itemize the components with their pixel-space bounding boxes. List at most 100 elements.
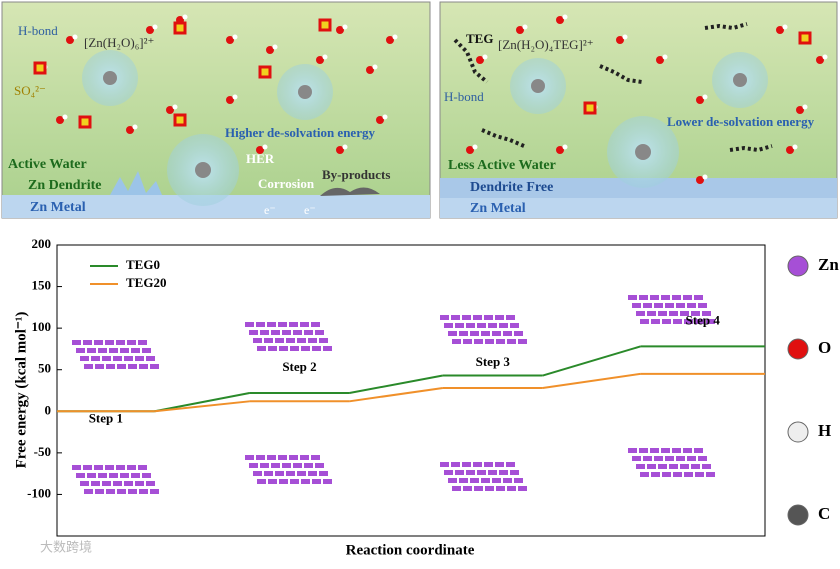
zn-slab xyxy=(311,322,320,327)
zn-slab xyxy=(113,481,122,486)
zn-slab xyxy=(680,311,689,316)
zn-slab xyxy=(84,364,93,369)
zn-slab xyxy=(459,478,468,483)
zn-slab xyxy=(138,465,147,470)
zn-slab xyxy=(470,331,479,336)
legend-label: TEG20 xyxy=(126,275,166,290)
zn-slab xyxy=(105,465,114,470)
zn-slab xyxy=(484,462,493,467)
water-h xyxy=(342,144,348,150)
zn-slab xyxy=(694,448,703,453)
atom-label: C xyxy=(818,504,830,523)
label: Dendrite Free xyxy=(470,180,553,195)
zn-slab xyxy=(278,455,287,460)
label: H-bond xyxy=(444,89,484,104)
zn-slab xyxy=(131,348,140,353)
zn-slab xyxy=(76,348,85,353)
zn-slab xyxy=(142,348,151,353)
zn-slab xyxy=(506,462,515,467)
zn-slab xyxy=(495,462,504,467)
right-panel: TEG [Zn(H₂O)₄TEG]²⁺ H-bond Lower de-solv… xyxy=(439,1,838,219)
label: Corrosion xyxy=(258,176,315,191)
zn-slab xyxy=(257,346,266,351)
zn-slab xyxy=(98,348,107,353)
water-h xyxy=(482,54,488,60)
zn-slab xyxy=(286,471,295,476)
water-h xyxy=(152,24,158,30)
zn-slab xyxy=(76,473,85,478)
water-h xyxy=(392,34,398,40)
zn-slab xyxy=(94,340,103,345)
chart: Free energy (kcal mol⁻¹) Reaction coordi… xyxy=(13,236,766,558)
water-h xyxy=(382,114,388,120)
zn-slab xyxy=(452,339,461,344)
label: HER xyxy=(246,151,275,166)
zn-slab xyxy=(308,338,317,343)
label: Less Active Water xyxy=(448,158,556,173)
zn-slab xyxy=(312,479,321,484)
zn-slab xyxy=(470,478,479,483)
water-o xyxy=(616,36,624,44)
zn-slab xyxy=(507,486,516,491)
zn-slab xyxy=(271,463,280,468)
zn-slab xyxy=(139,489,148,494)
zn-slab xyxy=(286,338,295,343)
y-axis-title: Free energy (kcal mol⁻¹) xyxy=(13,312,29,469)
zn-slab xyxy=(481,331,490,336)
sulfate xyxy=(258,65,272,79)
zn-slab xyxy=(116,465,125,470)
zn-slab xyxy=(128,364,137,369)
zn-slab xyxy=(451,462,460,467)
zn-ion xyxy=(298,85,312,99)
zn-slab xyxy=(138,340,147,345)
step-label: Step 3 xyxy=(476,354,511,369)
water-o xyxy=(556,16,564,24)
zn-slab xyxy=(127,340,136,345)
zn-slab xyxy=(518,486,527,491)
zn-slab xyxy=(503,331,512,336)
zn-slab xyxy=(106,489,115,494)
water-h xyxy=(342,24,348,30)
atom-icon xyxy=(787,504,809,526)
zn-slab xyxy=(301,479,310,484)
water-h xyxy=(662,54,668,60)
water-h xyxy=(622,34,628,40)
label: [Zn(H₂O)₆]²⁺ xyxy=(84,35,154,50)
zn-ion xyxy=(635,144,651,160)
zn-slab xyxy=(150,489,159,494)
zn-slab xyxy=(282,463,291,468)
zn-slab xyxy=(673,319,682,324)
water-h xyxy=(232,34,238,40)
zn-slab xyxy=(102,481,111,486)
zn-slab xyxy=(256,322,265,327)
label: TEG xyxy=(466,31,493,46)
zn-slab xyxy=(87,348,96,353)
zn-slab xyxy=(117,489,126,494)
zn-slab xyxy=(639,295,648,300)
legend-label: TEG0 xyxy=(126,257,160,272)
connector xyxy=(349,374,444,394)
zn-slab xyxy=(83,465,92,470)
zn-slab xyxy=(124,481,133,486)
zn-slab xyxy=(702,311,711,316)
zn-slab xyxy=(462,462,471,467)
zn-slab xyxy=(300,322,309,327)
zn-slab xyxy=(639,448,648,453)
water-o xyxy=(126,126,134,134)
zn-slab xyxy=(687,303,696,308)
zn-slab xyxy=(462,315,471,320)
water-h xyxy=(822,54,828,60)
zn-slab xyxy=(694,295,703,300)
zn-slab xyxy=(146,356,155,361)
zn-slab xyxy=(95,489,104,494)
sulfate xyxy=(173,21,187,35)
water-h xyxy=(702,174,708,180)
byproduct xyxy=(320,187,380,196)
water-o xyxy=(386,36,394,44)
zn-slab xyxy=(514,331,523,336)
zn-slab xyxy=(311,455,320,460)
dendrite xyxy=(110,171,162,195)
zn-slab xyxy=(120,473,129,478)
water-o xyxy=(256,146,264,154)
zn-slab xyxy=(256,455,265,460)
